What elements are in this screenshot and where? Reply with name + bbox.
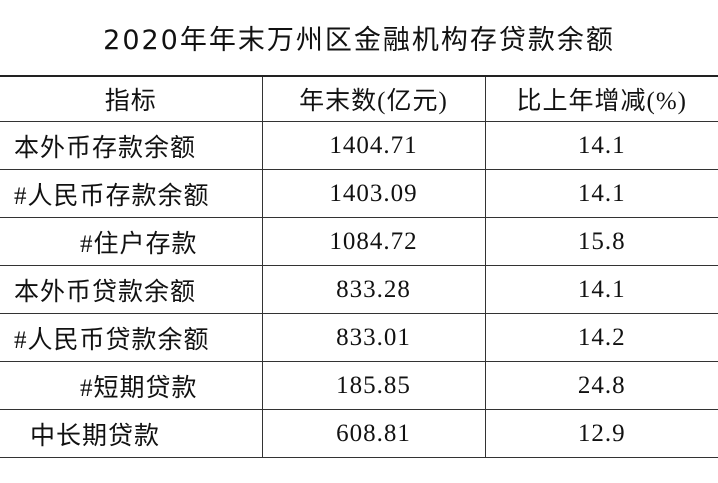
row-label: #人民币存款余额: [0, 169, 263, 218]
cell-value: 12.9: [485, 409, 718, 458]
cell-value: 1403.09: [262, 169, 486, 218]
row-label: #人民币贷款余额: [0, 313, 263, 362]
table-row: #人民币贷款余额 833.01 14.2: [0, 313, 718, 362]
cell-value: 608.81: [262, 409, 486, 458]
header-row: 指标 年末数(亿元) 比上年增减(%): [0, 75, 718, 122]
row-label: 本外币存款余额: [0, 121, 263, 170]
table-row: 本外币贷款余额 833.28 14.1: [0, 265, 718, 314]
title: 2020年年末万州区金融机构存贷款余额: [103, 25, 615, 56]
data-table: 指标 年末数(亿元) 比上年增减(%) 本外币存款余额 1404.71 14.1 #人民币存…: [0, 75, 718, 458]
cell-value: 14.1: [485, 121, 718, 170]
table-row: #住户存款 1084.72 15.8: [0, 217, 718, 266]
table-row: 中长期贷款 608.81 12.9: [0, 409, 718, 458]
cell-value: 1404.71: [262, 121, 486, 170]
row-label: #短期贷款: [0, 361, 263, 410]
row-label: 中长期贷款: [0, 409, 263, 458]
cell-value: 24.8: [485, 361, 718, 410]
header-cell: 指标: [0, 75, 263, 122]
cell-value: 14.1: [485, 169, 718, 218]
cell-value: 1084.72: [262, 217, 486, 266]
header-cell: 比上年增减(%): [485, 75, 718, 122]
header-cell: 年末数(亿元): [262, 75, 486, 122]
row-label: 本外币贷款余额: [0, 265, 263, 314]
cell-value: 833.28: [262, 265, 486, 314]
cell-value: 185.85: [262, 361, 486, 410]
cell-value: 15.8: [485, 217, 718, 266]
table-row: #短期贷款 185.85 24.8: [0, 361, 718, 410]
row-label: #住户存款: [0, 217, 263, 266]
table-row: #人民币存款余额 1403.09 14.1: [0, 169, 718, 218]
cell-value: 14.2: [485, 313, 718, 362]
table-row: 本外币存款余额 1404.71 14.1: [0, 121, 718, 170]
cell-value: 14.1: [485, 265, 718, 314]
cell-value: 833.01: [262, 313, 486, 362]
